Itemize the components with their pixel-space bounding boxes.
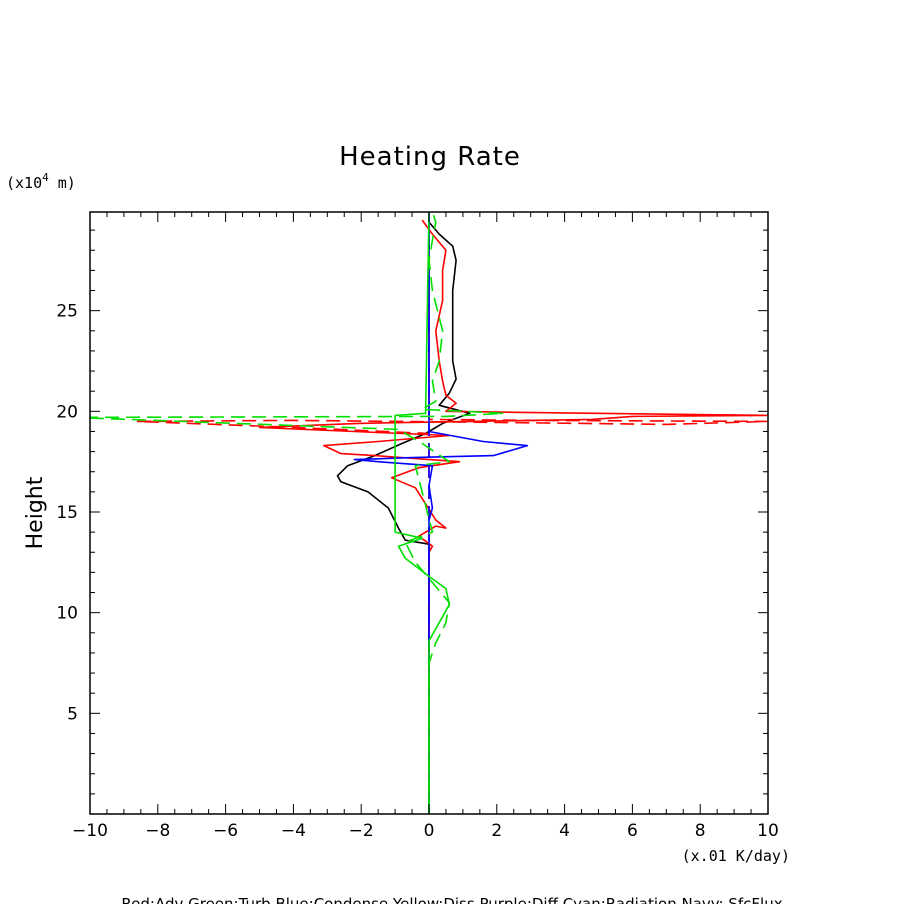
y-axis-label: Height xyxy=(23,476,48,549)
series-line-red-dashed xyxy=(136,212,768,814)
x-tick-label: −6 xyxy=(213,821,238,841)
x-tick-label: −4 xyxy=(281,821,306,841)
series-line-green-dashed xyxy=(90,212,505,814)
x-tick-labels: −10 −8 −6 −4 −2 0 2 4 6 8 10 xyxy=(72,821,779,841)
y-unit-exponent: 4 xyxy=(42,171,49,184)
series-layer xyxy=(90,212,768,814)
axis-ticks xyxy=(89,212,769,814)
series-line-red-solid xyxy=(258,219,768,814)
x-tick-label: 10 xyxy=(757,821,779,841)
y-tick-labels: 5 10 15 20 25 xyxy=(56,302,78,725)
y-axis-unit-label: (x104 m) xyxy=(6,171,76,192)
x-tick-label: −2 xyxy=(349,821,374,841)
series-line-black-solid xyxy=(336,221,471,814)
x-tick-label: −8 xyxy=(145,821,170,841)
y-tick-label: 15 xyxy=(56,503,78,523)
x-tick-label: 4 xyxy=(559,821,570,841)
y-tick-label: 10 xyxy=(56,604,78,624)
y-tick-label: 25 xyxy=(56,302,78,322)
x-tick-label: −10 xyxy=(72,821,108,841)
y-tick-label: 20 xyxy=(56,402,78,422)
x-tick-label: 2 xyxy=(491,821,502,841)
plot-area xyxy=(90,212,768,814)
plot-frame xyxy=(89,211,769,815)
chart-title: Heating Rate xyxy=(339,142,521,172)
x-axis-label: (x.01 K/day) xyxy=(682,847,790,865)
series-line-blue-solid xyxy=(353,212,529,814)
series-line-green-solid xyxy=(394,212,451,814)
y-unit-prefix: (x10 xyxy=(6,174,42,192)
x-tick-label: 8 xyxy=(695,821,706,841)
y-unit-suffix: m) xyxy=(49,174,76,192)
y-tick-label: 5 xyxy=(67,704,78,724)
legend-text: Red:Adv Green:Turb Blue:Condense Yellow:… xyxy=(121,895,782,904)
x-tick-label: 6 xyxy=(627,821,638,841)
x-tick-label: 0 xyxy=(424,821,435,841)
